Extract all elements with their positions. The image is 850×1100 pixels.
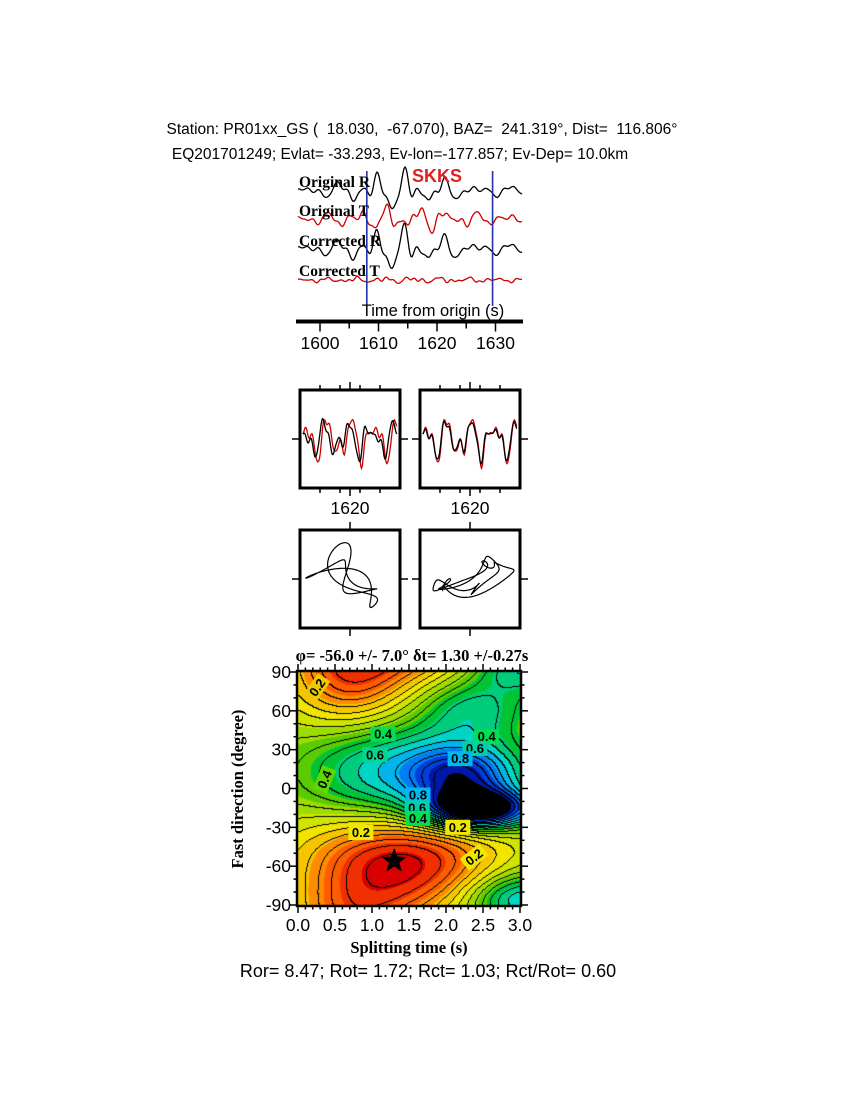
particle-box-right	[418, 528, 522, 630]
quality-footer: Ror= 8.47; Rot= 1.72; Rct= 1.03; Rct/Rot…	[240, 961, 616, 981]
best-solution-star	[381, 848, 407, 872]
xtick-30: 3.0	[508, 915, 533, 935]
contour-label-text: 0.2	[449, 820, 467, 835]
pair-box-right	[418, 388, 522, 490]
contour-title: φ= -56.0 +/- 7.0° δt= 1.30 +/-0.27s	[296, 646, 529, 665]
trace-label-corrected-r: Corrected R	[299, 233, 382, 250]
contour-label-bg	[474, 729, 500, 745]
pair-trace	[302, 418, 398, 471]
contour-label-text: 0.6	[366, 747, 384, 762]
trace-label-original-r: Original R	[299, 174, 371, 191]
contour-label: 0.2	[348, 825, 374, 840]
contour-label-bg	[348, 825, 374, 840]
ytick-0: 0	[281, 779, 291, 799]
contour-label: 0.4	[370, 726, 396, 742]
particle-motion-path	[432, 555, 515, 599]
contour-label-text: 0.8	[451, 751, 469, 766]
pair-left-ticklabel: 1620	[331, 498, 370, 518]
contour-label: 0.4	[474, 729, 500, 745]
pair-trace	[302, 417, 398, 463]
event-header-line2: EQ201701249; Evlat= -33.293, Ev-lon=-177…	[172, 146, 628, 163]
ytick-60: 60	[272, 701, 292, 721]
contour-label-bg	[362, 747, 388, 763]
time-tick-1620: 1620	[418, 333, 457, 353]
contour-label-text: 0.4	[478, 729, 497, 744]
xtick-10: 1.0	[360, 915, 385, 935]
time-tick-1630: 1630	[476, 333, 515, 353]
contour-label-text: 0.4	[314, 768, 335, 791]
xtick-25: 2.5	[471, 915, 495, 935]
contour-xlabel: Splitting time (s)	[350, 938, 467, 957]
particle-box-left	[298, 528, 402, 630]
time-axis-bar	[296, 319, 523, 324]
ytick-m60: -60	[266, 856, 292, 876]
contour-label-bg	[459, 843, 489, 871]
particle-motion-path	[305, 542, 379, 609]
trace-label-corrected-t: Corrected T	[299, 263, 380, 280]
xtick-05: 0.5	[323, 915, 347, 935]
contour-label-bg	[405, 810, 431, 826]
contour-label-bg	[370, 726, 396, 742]
seismogram-trace	[297, 222, 523, 270]
contour-ylabel: Fast direction (degree)	[228, 710, 247, 869]
contour-label-text: 0.8	[409, 788, 427, 803]
fast-slow-pair-panels	[292, 382, 528, 496]
xtick-00: 0.0	[286, 915, 311, 935]
time-axis-label: Time from origin (s)	[362, 302, 504, 320]
contour-label-text: 0.4	[374, 727, 393, 742]
contour-label-bg	[447, 751, 473, 767]
xtick-20: 2.0	[434, 915, 459, 935]
pair-trace	[422, 420, 518, 465]
ytick-90: 90	[272, 662, 292, 682]
seismogram-trace	[297, 275, 523, 285]
ytick-m90: -90	[266, 895, 292, 915]
phase-label-skks: SKKS	[412, 166, 462, 186]
seismogram-trace	[297, 203, 523, 235]
star-icon	[381, 848, 407, 872]
contour-label-bg	[312, 765, 337, 794]
contour-label-text: 0.4	[409, 811, 428, 826]
phase-window-lines	[365, 171, 494, 306]
contour-label: 0.6	[362, 747, 388, 763]
seismogram-trace	[297, 165, 523, 210]
station-header-line1: Station: PR01xx_GS ( 18.030, -67.070), B…	[167, 121, 678, 138]
contour-label: 0.8	[447, 751, 473, 767]
time-axis-ticks	[319, 323, 497, 332]
pair-right-ticklabel: 1620	[451, 498, 490, 518]
trace-label-original-t: Original T	[299, 203, 370, 220]
contour-label-bg	[303, 672, 331, 703]
ytick-m30: -30	[266, 817, 292, 837]
contour-label: 0.4	[405, 810, 431, 826]
time-tick-1610: 1610	[359, 333, 398, 353]
contour-label-text: 0.2	[352, 825, 370, 840]
pair-box-left	[298, 388, 402, 490]
xtick-15: 1.5	[397, 915, 421, 935]
contour-axis-ticks	[290, 664, 528, 913]
contour-label: 0.8	[405, 787, 431, 803]
ytick-30: 30	[272, 740, 292, 760]
contour-label: 0.2	[445, 819, 471, 835]
contour-label-bg	[405, 787, 431, 803]
particle-motion-panels	[292, 522, 528, 636]
contour-label: 0.2	[303, 672, 331, 703]
contour-label: 0.2	[459, 843, 489, 871]
pair-trace	[422, 418, 518, 471]
contour-label-bg	[445, 819, 471, 835]
seismogram-panel	[297, 165, 523, 285]
contour-value-labels: 0.40.60.40.60.80.80.60.40.2 0.20.20.40.2	[303, 672, 500, 871]
contour-label: 0.4	[312, 765, 337, 794]
time-tick-1600: 1600	[301, 333, 340, 353]
